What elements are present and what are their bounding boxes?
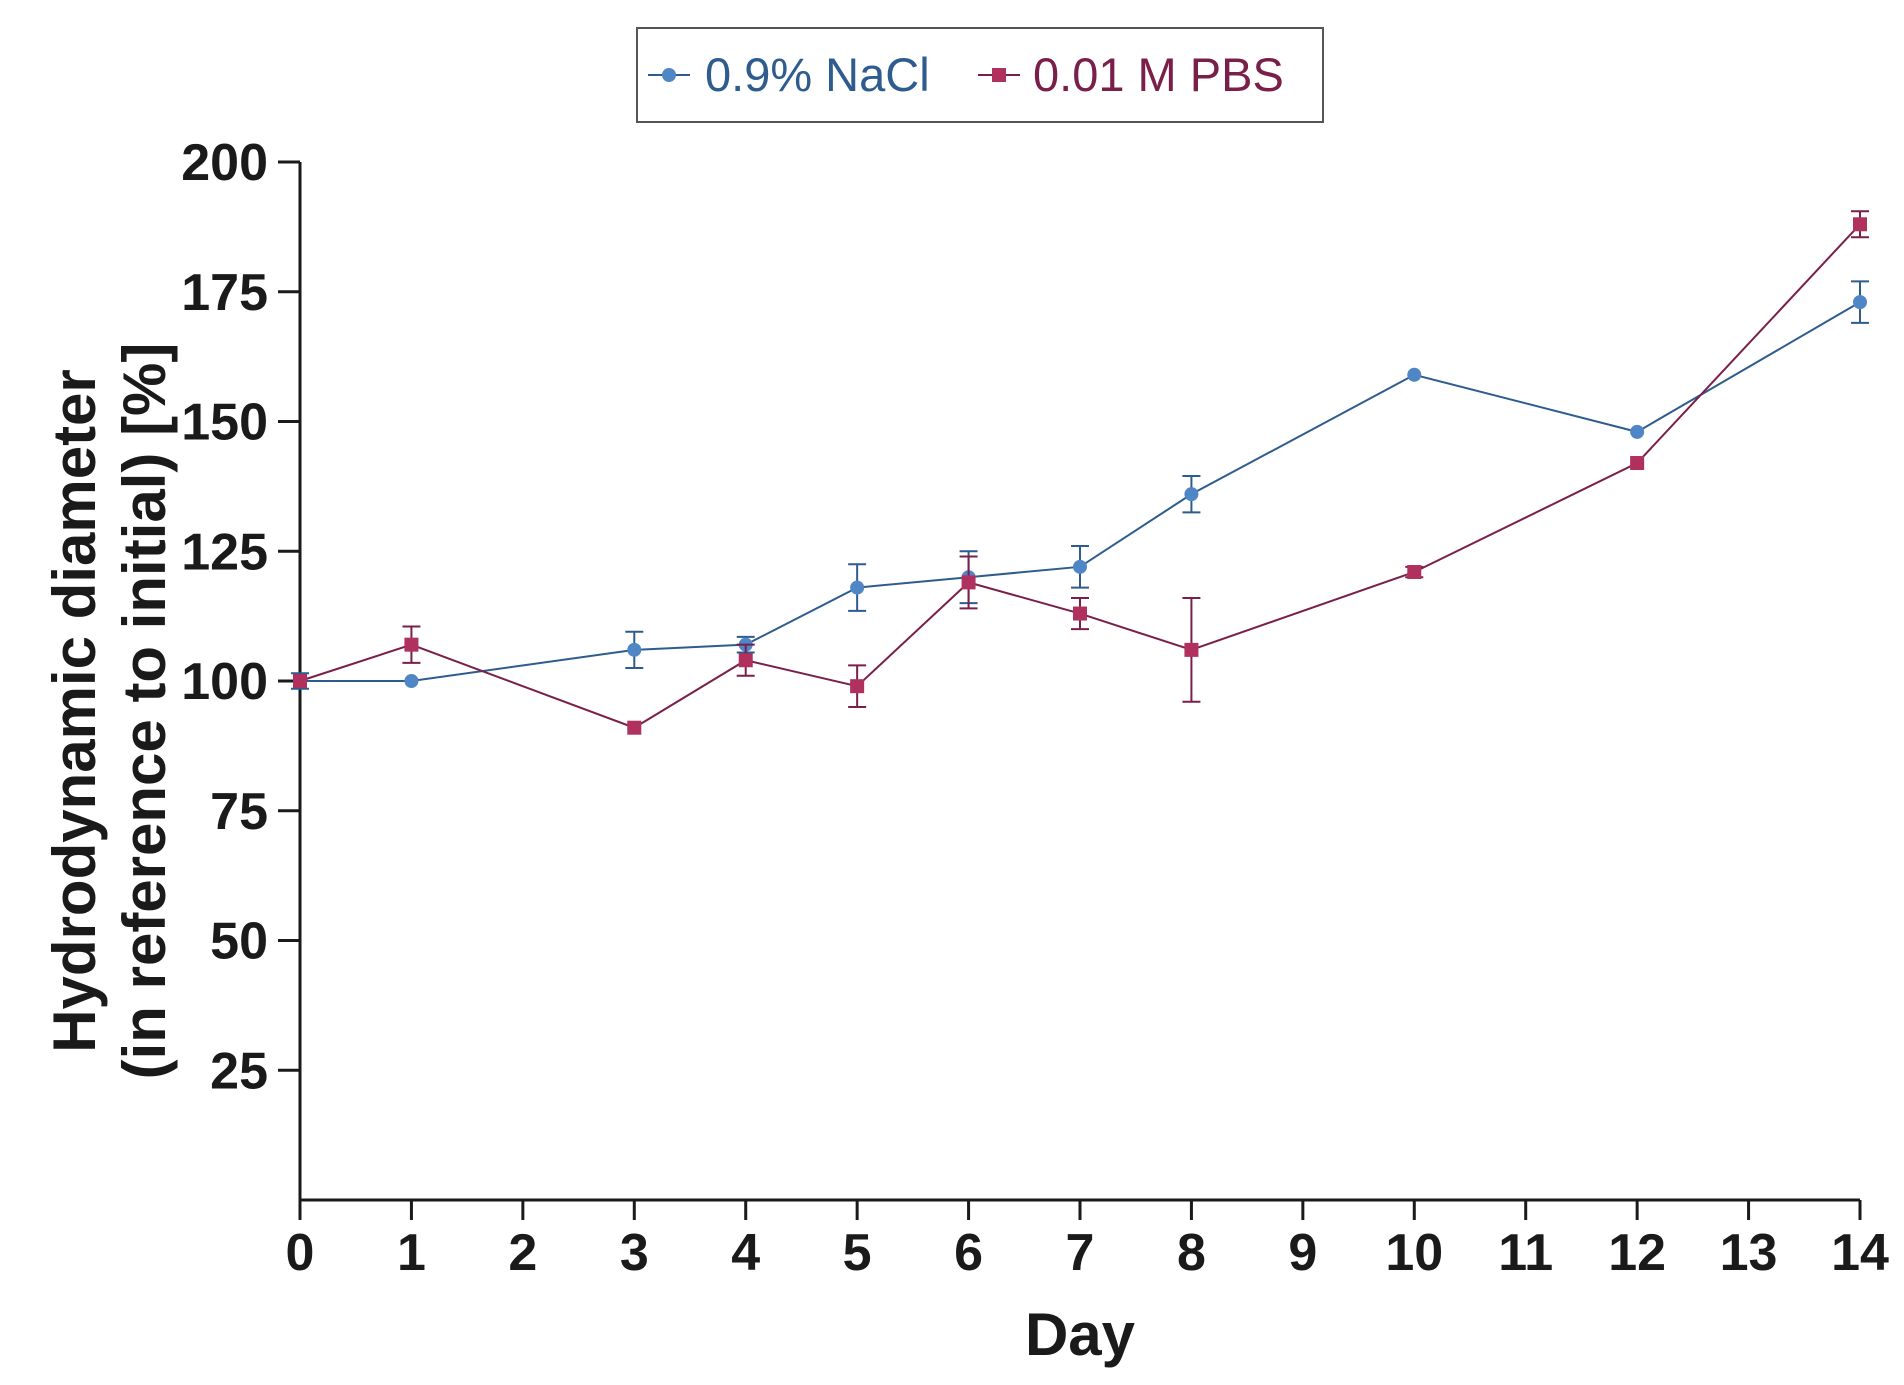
x-tick-label: 7	[1066, 1224, 1095, 1282]
y-tick-label: 25	[210, 1042, 268, 1100]
data-point	[627, 642, 642, 657]
x-tick-label: 14	[1831, 1224, 1889, 1282]
data-point	[627, 720, 642, 735]
data-point	[1407, 565, 1422, 580]
data-point	[1630, 424, 1645, 439]
x-axis-title: Day	[1025, 1301, 1136, 1368]
y-tick-label: 125	[181, 523, 268, 581]
x-tick-label: 0	[286, 1224, 315, 1282]
y-axis-title-line: (in reference to initial) [%]	[111, 343, 178, 1080]
x-tick-label: 6	[954, 1224, 983, 1282]
y-tick-label: 150	[181, 394, 268, 452]
data-point	[850, 580, 865, 595]
y-tick-label: 50	[210, 913, 268, 971]
legend-marker	[662, 68, 676, 82]
x-tick-label: 9	[1288, 1224, 1317, 1282]
data-point	[738, 653, 753, 668]
legend-label: 0.9% NaCl	[705, 48, 930, 101]
legend-label: 0.01 M PBS	[1033, 48, 1284, 101]
data-point	[404, 674, 419, 688]
data-point	[1073, 559, 1087, 574]
data-point	[1407, 367, 1422, 382]
data-point	[404, 637, 419, 652]
x-tick-label: 8	[1177, 1224, 1206, 1282]
x-tick-label: 11	[1498, 1224, 1553, 1282]
data-point	[293, 674, 307, 688]
series-layer	[291, 210, 1869, 735]
data-point	[1630, 456, 1645, 471]
legend: 0.9% NaCl 0.01 M PBS	[636, 27, 1324, 123]
x-tick-label: 3	[620, 1224, 649, 1282]
y-tick-label: 100	[181, 653, 268, 711]
x-tick-label: 13	[1720, 1224, 1778, 1282]
legend-marker	[992, 68, 1006, 82]
data-point	[1853, 295, 1867, 310]
data-point	[850, 679, 865, 694]
data-point	[961, 575, 976, 590]
x-tick-label: 10	[1385, 1224, 1443, 1282]
data-point	[1073, 606, 1087, 621]
y-tick-label: 200	[181, 134, 268, 192]
y-tick-label: 75	[210, 783, 268, 841]
series-1	[293, 210, 1869, 735]
x-tick-label: 4	[731, 1224, 760, 1282]
y-tick-label: 175	[181, 264, 268, 322]
x-tick-label: 2	[508, 1224, 537, 1282]
data-point	[1184, 642, 1199, 657]
x-tick-label: 12	[1608, 1224, 1666, 1282]
x-tick-label: 1	[397, 1224, 426, 1282]
data-point	[1184, 487, 1199, 502]
x-tick-label: 5	[843, 1224, 872, 1282]
y-axis-title-line: Hydrodynamic diameter	[41, 369, 108, 1053]
y-axis-title: Hydrodynamic diameter(in reference to in…	[41, 343, 178, 1080]
series-line	[299, 223, 1861, 729]
data-point	[1853, 217, 1867, 232]
